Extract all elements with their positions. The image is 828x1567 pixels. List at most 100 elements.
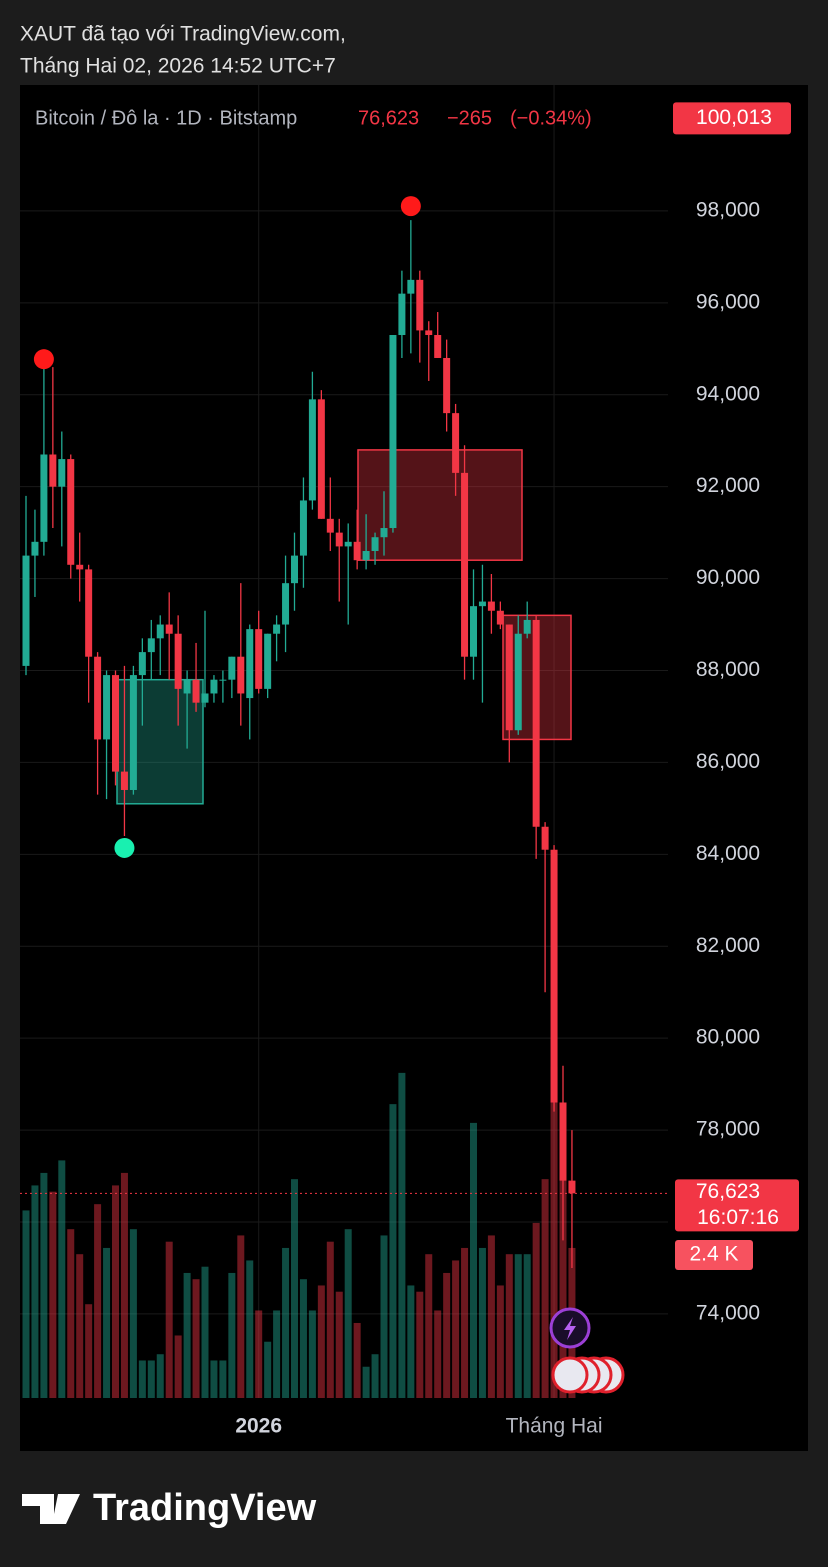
candle-body [335,532,343,547]
candle-body [452,413,460,473]
candle-body [568,1180,576,1194]
candle-body [541,826,549,850]
candle-body [326,518,334,533]
volume-bar [129,1229,137,1398]
volume-bar [76,1254,84,1398]
candle-body [353,541,361,561]
volume-bar [344,1229,352,1398]
y-tick-label: 96,000 [696,290,760,313]
volume-bar [156,1354,164,1398]
volume-bar [416,1291,424,1398]
last-price-box [675,1179,799,1232]
volume-bar [407,1285,415,1398]
y-tick-label: 84,000 [696,842,760,865]
candle-body [425,330,433,336]
candle-body [487,601,495,611]
candle-body [165,624,173,634]
volume-bar [380,1235,388,1398]
volume-bar [282,1247,290,1398]
candle-body [94,656,102,740]
candle-body [282,583,290,625]
volume-bar [425,1254,433,1398]
legend-price: 76,623 [358,107,419,129]
volume-bar [210,1360,218,1398]
x-tick-label: 2026 [235,1415,282,1438]
volume-bar [49,1191,57,1398]
volume-bar [335,1291,343,1398]
volume-bar [31,1185,39,1398]
candle-body [183,679,191,694]
volume-bar [219,1360,227,1398]
volume-label: 2.4 K [689,1242,738,1265]
y-tick-label: 74,000 [696,1301,760,1324]
candle-body [210,679,218,694]
volume-bar [67,1229,75,1398]
candle-body [550,849,558,1103]
volume-bar [470,1122,477,1398]
volume-bar [496,1285,504,1398]
candle-body [138,652,146,676]
candle-body [67,459,75,565]
candle-body [416,279,424,331]
countdown: 16:07:16 [697,1206,779,1229]
candle-body [255,629,263,689]
volume-bar [326,1241,334,1398]
candle-body [470,606,477,657]
volume-bar [246,1260,254,1398]
candle-body [407,279,415,294]
volume-bar [264,1341,272,1398]
candle-body [156,624,164,639]
symbol: Bitcoin / Đô la · 1D · Bitstamp [35,107,297,129]
candle-body [192,679,200,703]
candle-body [273,624,281,634]
candle-body [120,771,128,790]
volume-bar [362,1366,370,1398]
last-price-label: 76,623 [696,1180,760,1203]
y-tick-label: 86,000 [696,750,760,773]
volume-bar [85,1304,93,1398]
volume-label-box [675,1239,753,1270]
low-marker [114,837,135,858]
candle-body [398,293,406,336]
volume-bar [487,1235,495,1398]
alert-price-box [673,102,791,135]
event-icon-bolt [564,1317,576,1340]
volume-bar [541,1179,549,1398]
candle-body [237,656,245,694]
y-tick-label: 92,000 [696,474,760,497]
volume-bar [201,1266,209,1398]
x-tick-label: Tháng Hai [506,1415,603,1438]
candle-body [228,656,236,680]
candle-body [532,619,540,827]
volume-bar [389,1104,397,1398]
volume-bar [452,1260,460,1398]
candle-body [308,399,316,501]
volume-bar [371,1354,379,1398]
volume-bar [112,1185,119,1398]
volume-bar [255,1310,263,1398]
volume-bar [58,1160,66,1398]
candle-body [496,610,504,625]
volume-bar [299,1279,307,1398]
candle-body [22,555,30,666]
candle-body [478,601,486,607]
candle-body [389,335,397,529]
flag-icon [551,1356,589,1394]
candle-body [514,633,522,731]
candle-body [85,569,93,657]
volume-bar [353,1322,361,1398]
volume-bar [192,1279,200,1398]
header-line2: Tháng Hai 02, 2026 14:52 UTC+7 [20,55,336,78]
volume-bar [559,1110,567,1398]
high-marker [400,196,421,217]
brand: TradingView [93,1487,317,1529]
candle-body [380,528,388,538]
high-marker [33,349,54,370]
volume-bar [523,1254,531,1398]
volume-bar [514,1254,522,1398]
volume-bar [461,1247,469,1398]
volume-bar [273,1310,281,1398]
y-tick-label: 78,000 [696,1118,760,1141]
